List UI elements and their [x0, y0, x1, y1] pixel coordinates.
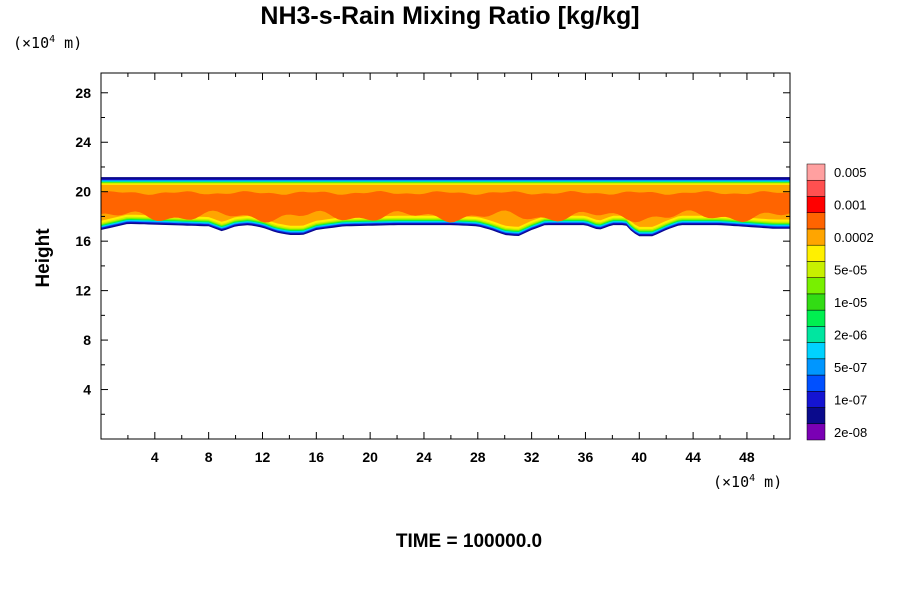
colorbar-label: 2e-06 [834, 327, 867, 342]
y-tick-label: 20 [75, 184, 91, 200]
y-tick-label: 24 [75, 134, 91, 150]
colorbar-label: 0.001 [834, 198, 867, 213]
colorbar-swatch-1 [806, 407, 826, 425]
x-tick-label: 32 [524, 449, 540, 465]
x-tick-label: 20 [362, 449, 378, 465]
colorbar-swatch-8 [806, 293, 826, 311]
y-tick-label: 8 [83, 332, 91, 348]
colorbar-label: 1e-05 [834, 295, 867, 310]
colorbar-swatch-5 [806, 342, 826, 360]
x-tick-label: 36 [578, 449, 594, 465]
x-tick-label: 40 [631, 449, 647, 465]
mixing-ratio-field [101, 177, 790, 237]
x-tick-label: 8 [205, 449, 213, 465]
colorbar-swatch-6 [806, 326, 826, 343]
colorbar-swatch-10 [806, 261, 826, 278]
colorbar-swatch-11 [806, 244, 826, 262]
colorbar-label: 0.005 [834, 165, 867, 180]
y-tick-label: 4 [83, 382, 91, 398]
layer-top-fringe [101, 177, 790, 180]
plot-frame [100, 72, 791, 440]
colorbar-label: 5e-07 [834, 360, 867, 375]
colorbar-swatch-2 [806, 391, 826, 408]
x-axis-ticks: 4 8 12 16 20 24 28 32 36 40 44 48 [127, 73, 775, 465]
colorbar-swatch-16 [806, 163, 826, 181]
x-tick-label: 28 [470, 449, 486, 465]
colorbar-swatch-14 [806, 196, 826, 213]
colorbar-swatch-7 [806, 309, 826, 327]
colorbar-label: 2e-08 [834, 425, 867, 440]
y-tick-label: 28 [75, 85, 91, 101]
x-tick-label: 24 [416, 449, 432, 465]
x-tick-label: 12 [255, 449, 271, 465]
colorbar-swatch-9 [806, 277, 826, 295]
colorbar-label: 1e-07 [834, 392, 867, 407]
colorbar-swatch-15 [806, 179, 826, 197]
y-tick-label: 12 [75, 283, 91, 299]
x-tick-label: 44 [685, 449, 701, 465]
x-tick-label: 16 [309, 449, 325, 465]
colorbar: 2e-08 1e-07 5e-07 2e-06 1e-05 5e-05 0.0002 0.00… [806, 163, 874, 441]
colorbar-swatch-13 [806, 212, 826, 230]
y-axis-unit: (×104 m) [13, 34, 83, 52]
colorbar-swatch-12 [806, 228, 826, 246]
colorbar-label: 0.0002 [834, 230, 874, 245]
time-label: TIME = 100000.0 [395, 531, 543, 552]
colorbar-label: 5e-05 [834, 263, 867, 278]
colorbar-swatch-0 [806, 423, 826, 441]
y-tick-label: 16 [75, 233, 91, 249]
y-axis-ticks: 4 8 12 16 20 24 28 [75, 85, 790, 415]
x-tick-label: 48 [739, 449, 755, 465]
colorbar-swatch-4 [806, 358, 826, 376]
chart-title: NH3-s-Rain Mixing Ratio [kg/kg] [260, 2, 640, 30]
x-axis-unit: (×104 m) [713, 473, 783, 491]
colorbar-swatch-3 [806, 374, 826, 392]
x-tick-label: 4 [151, 449, 159, 465]
layer-core [101, 191, 790, 223]
